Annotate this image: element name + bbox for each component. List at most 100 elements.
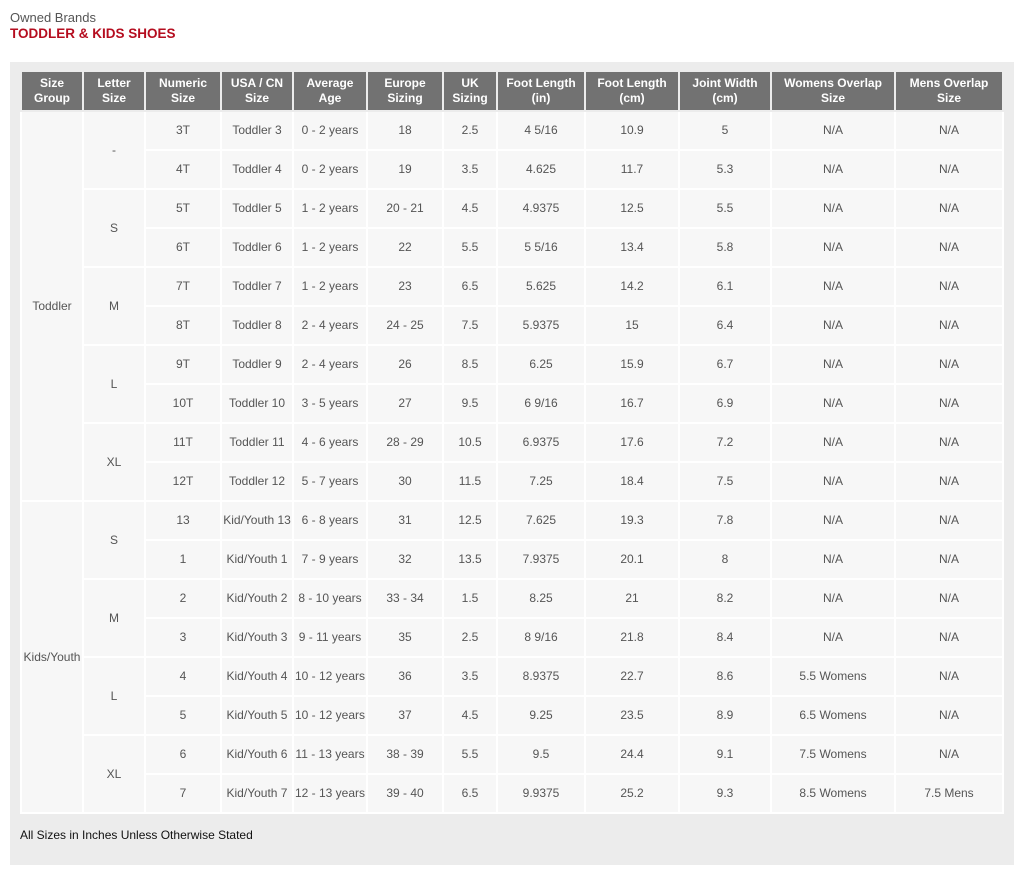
table-cell: Toddler 3 xyxy=(220,110,294,151)
table-cell: 9.9375 xyxy=(496,773,586,814)
table-cell: N/A xyxy=(894,383,1004,424)
table-cell: 8.2 xyxy=(678,578,772,619)
table-cell: 8.9375 xyxy=(496,656,586,697)
table-cell: Kid/Youth 13 xyxy=(220,500,294,541)
table-row: L 4 Kid/Youth 4 10 - 12 years 36 3.5 8.9375 22.… xyxy=(21,656,1004,736)
table-cell: 6.5 xyxy=(442,773,498,814)
table-cell: 6 xyxy=(144,734,222,775)
table-cell: 17.6 xyxy=(584,422,680,463)
table-cell: 2.5 xyxy=(442,617,498,658)
table-cell: 18 xyxy=(366,110,444,151)
table-cell: 7.25 xyxy=(496,461,586,502)
table-cell: 8.9 xyxy=(678,695,772,736)
table-row: XL 11T Toddler 11 4 - 6 years 28 - 29 10.5 6.9… xyxy=(21,422,1004,502)
table-cell: 32 xyxy=(366,539,444,580)
table-cell: 8.5 xyxy=(442,344,498,385)
table-cell: 1 - 2 years xyxy=(292,227,368,268)
table-cell: 12.5 xyxy=(584,188,680,229)
table-cell: Toddler 8 xyxy=(220,305,294,346)
table-cell: N/A xyxy=(770,461,896,502)
table-cell: 9.25 xyxy=(496,695,586,736)
table-cell: 11.7 xyxy=(584,149,680,190)
table-cell: 8 xyxy=(678,539,772,580)
column-header: USA / CN Size xyxy=(220,72,294,112)
table-cell: Kid/Youth 5 xyxy=(220,695,294,736)
table-cell: 24.4 xyxy=(584,734,680,775)
table-cell: 5.5 xyxy=(442,227,498,268)
table-cell: 13 xyxy=(144,500,222,541)
column-header: Size Group xyxy=(20,72,84,112)
table-cell: 2 - 4 years xyxy=(292,344,368,385)
table-cell: 22.7 xyxy=(584,656,680,697)
table-cell: Toddler 4 xyxy=(220,149,294,190)
letter-size-cell: L xyxy=(82,656,146,736)
letter-size-cell: S xyxy=(82,500,146,580)
table-cell: N/A xyxy=(894,266,1004,307)
table-cell: 18.4 xyxy=(584,461,680,502)
table-cell: 7.5 Womens xyxy=(770,734,896,775)
table-cell: 20 - 21 xyxy=(366,188,444,229)
table-cell: N/A xyxy=(770,110,896,151)
table-cell: N/A xyxy=(894,695,1004,736)
table-cell: N/A xyxy=(894,227,1004,268)
table-cell: 23 xyxy=(366,266,444,307)
column-header: Mens Overlap Size xyxy=(894,72,1004,112)
table-cell: 4.625 xyxy=(496,149,586,190)
size-group-cell: Kids/Youth xyxy=(20,500,84,814)
table-cell: 6.9 xyxy=(678,383,772,424)
table-cell: 6.5 xyxy=(442,266,498,307)
table-cell: 10.5 xyxy=(442,422,498,463)
size-chart-table: Size Group Letter Size Numeric Size USA / C… xyxy=(20,72,1004,814)
table-row: 5 Kid/Youth 5 10 - 12 years 37 4.5 9.25 23.5 8.… xyxy=(21,695,1004,736)
table-cell: 3 xyxy=(144,617,222,658)
table-cell: 21.8 xyxy=(584,617,680,658)
table-cell: 9.5 xyxy=(496,734,586,775)
table-cell: N/A xyxy=(770,383,896,424)
table-cell: 7 - 9 years xyxy=(292,539,368,580)
table-cell: 6.5 Womens xyxy=(770,695,896,736)
table-cell: 2 - 4 years xyxy=(292,305,368,346)
table-cell: 28 - 29 xyxy=(366,422,444,463)
table-cell: 4T xyxy=(144,149,222,190)
table-cell: 10.9 xyxy=(584,110,680,151)
table-cell: N/A xyxy=(770,344,896,385)
column-header: Average Age xyxy=(292,72,368,112)
table-row: Kids/Youth S 13 Kid/Youth 13 6 - 8 years 31 12… xyxy=(20,500,1004,814)
letter-size-cell: - xyxy=(82,110,146,190)
table-cell: 8T xyxy=(144,305,222,346)
table-cell: N/A xyxy=(894,461,1004,502)
table-cell: 5.625 xyxy=(496,266,586,307)
column-header: Foot Length (cm) xyxy=(584,72,680,112)
table-cell: 4.5 xyxy=(442,188,498,229)
table-cell: 13.5 xyxy=(442,539,498,580)
table-cell: 36 xyxy=(366,656,444,697)
table-cell: 5T xyxy=(144,188,222,229)
table-cell: Toddler 6 xyxy=(220,227,294,268)
column-header: Womens Overlap Size xyxy=(770,72,896,112)
table-cell: 38 - 39 xyxy=(366,734,444,775)
table-cell: Toddler 7 xyxy=(220,266,294,307)
table-cell: 5.9375 xyxy=(496,305,586,346)
table-cell: N/A xyxy=(894,539,1004,580)
table-cell: Toddler 11 xyxy=(220,422,294,463)
table-cell: 11T xyxy=(144,422,222,463)
table-cell: 24 - 25 xyxy=(366,305,444,346)
table-cell: N/A xyxy=(770,188,896,229)
table-cell: Kid/Youth 7 xyxy=(220,773,294,814)
table-cell: 7.9375 xyxy=(496,539,586,580)
table-cell: 11 - 13 years xyxy=(292,734,368,775)
footer-note: All Sizes in Inches Unless Otherwise Sta… xyxy=(20,828,253,842)
table-cell: 6 - 8 years xyxy=(292,500,368,541)
table-cell: 5 xyxy=(678,110,772,151)
table-cell: 7 xyxy=(144,773,222,814)
table-cell: 35 xyxy=(366,617,444,658)
table-cell: 10T xyxy=(144,383,222,424)
table-cell: N/A xyxy=(894,734,1004,775)
table-cell: 12 - 13 years xyxy=(292,773,368,814)
table-cell: 11.5 xyxy=(442,461,498,502)
table-cell: 0 - 2 years xyxy=(292,110,368,151)
